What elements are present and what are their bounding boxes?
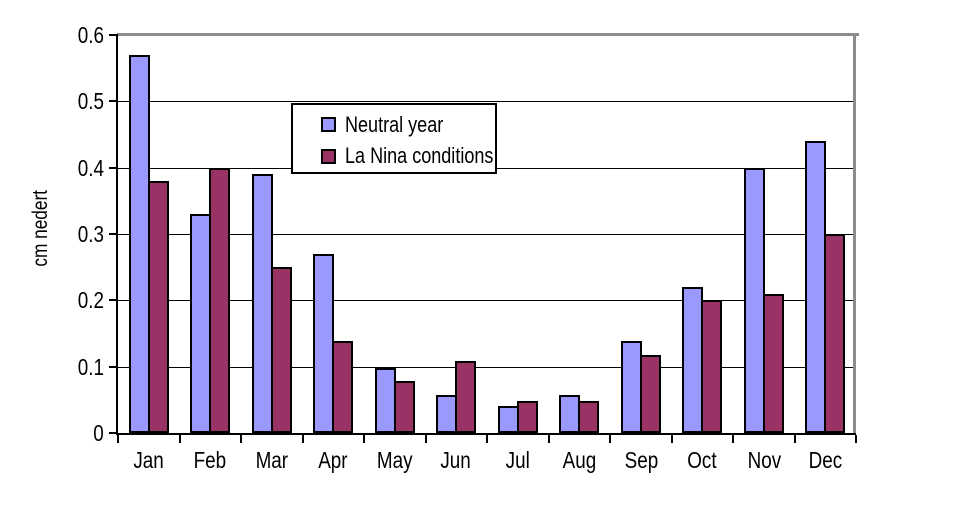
y-tick-mark bbox=[109, 34, 116, 36]
y-tick-mark bbox=[109, 100, 116, 102]
x-tick-label: Feb bbox=[193, 447, 227, 473]
legend-entry-neutral-year: Neutral year bbox=[321, 109, 495, 141]
x-axis-line bbox=[116, 433, 856, 435]
x-tick-label: May bbox=[377, 447, 413, 473]
bar-la-nina-conditions bbox=[701, 300, 722, 433]
bar-la-nina-conditions bbox=[640, 355, 661, 433]
gridline bbox=[118, 234, 856, 235]
x-tick-mark bbox=[671, 435, 673, 443]
x-tick-label: Sep bbox=[624, 447, 658, 473]
x-tick-mark bbox=[486, 435, 488, 443]
bar-neutral-year bbox=[375, 368, 396, 433]
legend-entry-la-nina-conditions: La Nina conditions bbox=[321, 141, 495, 173]
gridline bbox=[118, 367, 856, 368]
y-tick-label: 0.5 bbox=[77, 88, 104, 114]
x-tick-mark bbox=[179, 435, 181, 443]
y-tick-mark bbox=[109, 233, 116, 235]
x-tick-label: Jul bbox=[505, 447, 531, 473]
x-tick-mark bbox=[548, 435, 550, 443]
plot-area bbox=[118, 35, 856, 433]
x-tick-label: Dec bbox=[808, 447, 842, 473]
bar-la-nina-conditions bbox=[332, 341, 353, 433]
x-tick-label: Apr bbox=[318, 447, 348, 473]
x-tick-mark bbox=[732, 435, 734, 443]
plot-border-right bbox=[853, 33, 856, 435]
bar-neutral-year bbox=[805, 141, 826, 433]
y-tick-label: 0.6 bbox=[77, 22, 104, 48]
bar-neutral-year bbox=[559, 395, 580, 433]
y-tick-label: 0.1 bbox=[77, 354, 104, 380]
bar-neutral-year bbox=[621, 341, 642, 433]
x-tick-mark bbox=[425, 435, 427, 443]
bar-la-nina-conditions bbox=[394, 381, 415, 433]
x-tick-mark bbox=[794, 435, 796, 443]
bar-la-nina-conditions bbox=[148, 181, 169, 433]
y-tick-label: 0.3 bbox=[77, 221, 104, 247]
x-tick-mark bbox=[302, 435, 304, 443]
bar-neutral-year bbox=[252, 174, 273, 433]
x-tick-mark bbox=[117, 435, 119, 443]
bar-la-nina-conditions bbox=[271, 267, 292, 433]
x-tick-label: Jun bbox=[440, 447, 472, 473]
y-tick-mark bbox=[109, 432, 116, 434]
x-tick-mark bbox=[240, 435, 242, 443]
bar-la-nina-conditions bbox=[517, 401, 538, 433]
y-tick-label: 0 bbox=[93, 420, 104, 446]
y-tick-label: 0.4 bbox=[77, 155, 104, 181]
legend: Neutral year La Nina conditions bbox=[291, 103, 497, 174]
x-tick-label: Oct bbox=[687, 447, 717, 473]
bar-neutral-year bbox=[313, 254, 334, 433]
bar-neutral-year bbox=[498, 406, 519, 433]
gridline bbox=[118, 101, 856, 102]
x-tick-label: Jan bbox=[133, 447, 165, 473]
y-tick-mark bbox=[109, 299, 116, 301]
y-tick-mark bbox=[109, 366, 116, 368]
bar-neutral-year bbox=[190, 214, 211, 433]
bar-la-nina-conditions bbox=[578, 401, 599, 433]
bar-neutral-year bbox=[682, 287, 703, 433]
bar-neutral-year bbox=[129, 55, 150, 433]
bar-la-nina-conditions bbox=[455, 361, 476, 433]
y-axis-line bbox=[116, 34, 118, 435]
legend-swatch-neutral-year bbox=[321, 117, 336, 133]
bar-neutral-year bbox=[744, 168, 765, 433]
x-tick-label: Mar bbox=[255, 447, 289, 473]
bar-la-nina-conditions bbox=[763, 294, 784, 433]
legend-swatch-la-nina-conditions bbox=[321, 148, 336, 164]
legend-label: La Nina conditions bbox=[345, 143, 494, 169]
legend-label: Neutral year bbox=[345, 111, 444, 137]
x-tick-mark bbox=[609, 435, 611, 443]
x-tick-label: Aug bbox=[562, 447, 596, 473]
x-tick-mark bbox=[363, 435, 365, 443]
y-tick-mark bbox=[109, 167, 116, 169]
bar-la-nina-conditions bbox=[209, 168, 230, 433]
bar-neutral-year bbox=[436, 395, 457, 433]
gridline bbox=[118, 300, 856, 301]
x-tick-label: Nov bbox=[747, 447, 781, 473]
plot-border-top bbox=[117, 33, 859, 36]
y-tick-label: 0.2 bbox=[77, 287, 104, 313]
bar-la-nina-conditions bbox=[824, 234, 845, 433]
x-tick-mark bbox=[855, 435, 857, 443]
